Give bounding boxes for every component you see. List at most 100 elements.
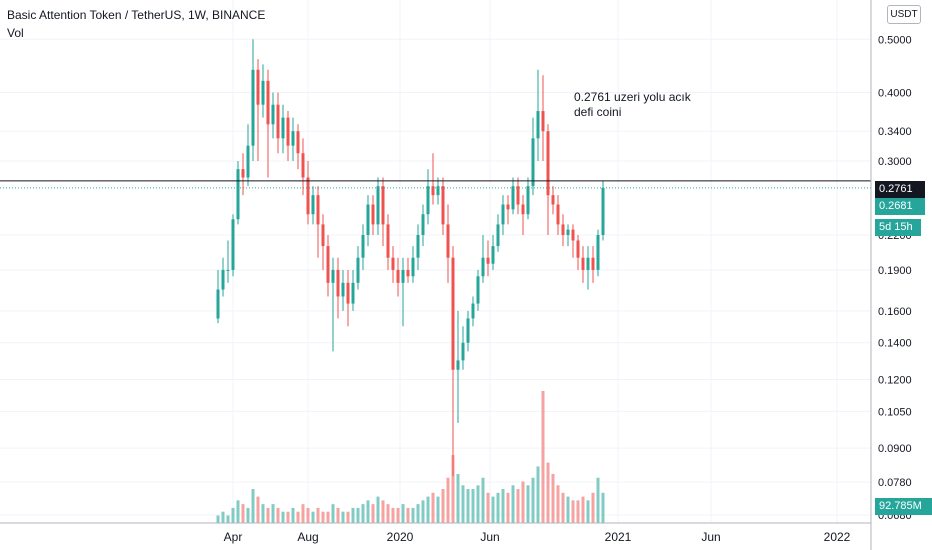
candle-body bbox=[556, 204, 560, 225]
volume-bar bbox=[431, 492, 435, 523]
volume-bar bbox=[556, 485, 560, 523]
candle-body bbox=[581, 257, 585, 270]
volume-bar bbox=[526, 485, 530, 523]
volume-bar bbox=[486, 492, 490, 523]
chart-title: Basic Attention Token / TetherUS, 1W, BI… bbox=[7, 8, 266, 22]
price-tick-label: 0.1050 bbox=[878, 406, 912, 418]
candle-body bbox=[261, 80, 265, 105]
candle-body bbox=[366, 204, 370, 235]
volume-bar bbox=[216, 515, 220, 523]
candle-body bbox=[266, 80, 270, 125]
annotation-line-2: defi coini bbox=[574, 105, 622, 119]
volume-bar bbox=[291, 507, 295, 523]
volume-bar bbox=[326, 511, 330, 523]
volume-bar bbox=[446, 477, 450, 523]
time-tick-label: 2020 bbox=[387, 530, 414, 544]
volume-bar bbox=[376, 496, 380, 523]
price-axis[interactable]: 0.60000.50000.40000.34000.30000.22000.19… bbox=[878, 0, 912, 522]
annotation-line-1: 0.2761 uzeri yolu acık bbox=[574, 90, 691, 104]
volume-bar bbox=[531, 477, 535, 523]
volume-bar bbox=[396, 507, 400, 523]
candle-body bbox=[571, 229, 575, 241]
volume-bar bbox=[601, 492, 605, 523]
candle-body bbox=[601, 187, 605, 235]
volume-bar bbox=[371, 504, 375, 523]
price-tick-label: 0.5000 bbox=[878, 34, 912, 46]
candle-body bbox=[436, 186, 440, 196]
time-axis[interactable]: Apr Aug 2020 Jun 2021 Jun 2022 bbox=[224, 530, 851, 544]
candle-body bbox=[446, 224, 450, 258]
volume-bar bbox=[346, 511, 350, 523]
volume-bar bbox=[501, 489, 505, 523]
time-tick-label: Jun bbox=[701, 530, 720, 544]
volume-bar bbox=[516, 489, 520, 523]
candle-body bbox=[416, 234, 420, 258]
candle-body bbox=[476, 276, 480, 304]
candle-body bbox=[321, 224, 325, 247]
volume-bar bbox=[281, 511, 285, 523]
volume-bar bbox=[536, 466, 540, 523]
volume-bar bbox=[381, 500, 385, 523]
volume-bar bbox=[271, 504, 275, 523]
candle-body bbox=[396, 269, 400, 283]
candle-body bbox=[591, 257, 595, 270]
candle-body bbox=[526, 186, 530, 215]
candle-body bbox=[236, 169, 240, 220]
volume-bar bbox=[436, 496, 440, 523]
volume-bar bbox=[261, 504, 265, 523]
candle-body bbox=[471, 303, 475, 319]
candle-body bbox=[536, 111, 540, 139]
volume-bar bbox=[276, 507, 280, 523]
candle-body bbox=[391, 257, 395, 270]
candle-body bbox=[361, 234, 365, 258]
volume-bar bbox=[386, 504, 390, 523]
volume-bar bbox=[586, 500, 590, 523]
volume-indicator-label[interactable]: Vol bbox=[7, 26, 24, 40]
volume-bar bbox=[571, 500, 575, 523]
candle-body bbox=[226, 269, 230, 271]
candle-body bbox=[316, 195, 320, 225]
volume-bar bbox=[566, 496, 570, 523]
currency-button[interactable]: USDT bbox=[887, 5, 921, 24]
volume-bar bbox=[241, 504, 245, 523]
candle-body bbox=[486, 257, 490, 264]
candle-body bbox=[496, 224, 500, 247]
volume-bar bbox=[356, 507, 360, 523]
volume-bar bbox=[506, 492, 510, 523]
volume-bar bbox=[551, 473, 555, 523]
horizontal-line-price-label: 0.2761 bbox=[875, 181, 925, 198]
volume-bar bbox=[576, 500, 580, 523]
candle-body bbox=[546, 131, 550, 196]
bar-countdown-label: 5d 15h bbox=[875, 219, 921, 236]
volume-bar bbox=[366, 500, 370, 523]
volume-bar bbox=[256, 496, 260, 523]
candle-body bbox=[531, 138, 535, 187]
price-tick-label: 0.0780 bbox=[878, 477, 912, 489]
volume-bar bbox=[421, 500, 425, 523]
time-tick-label: Apr bbox=[224, 530, 243, 544]
candle-body bbox=[326, 246, 330, 283]
candle-body bbox=[351, 282, 355, 304]
price-tick-label: 0.4000 bbox=[878, 87, 912, 99]
candle-body bbox=[356, 257, 360, 283]
time-tick-label: Aug bbox=[297, 530, 318, 544]
candle-body bbox=[431, 186, 435, 196]
volume-bar bbox=[521, 481, 525, 523]
volume-bar bbox=[246, 507, 250, 523]
candle-body bbox=[466, 318, 470, 343]
candle-body bbox=[256, 69, 260, 105]
volume-bar bbox=[316, 507, 320, 523]
candle-body bbox=[566, 229, 570, 235]
volume-bar bbox=[476, 485, 480, 523]
volume-bar bbox=[581, 496, 585, 523]
volume-bar bbox=[226, 515, 230, 523]
chart-grid bbox=[0, 0, 871, 523]
price-lines bbox=[0, 180, 871, 189]
volume-bar bbox=[591, 492, 595, 523]
candle-body bbox=[276, 104, 280, 139]
volume-bar bbox=[336, 507, 340, 523]
candle-body bbox=[551, 195, 555, 205]
candle-body bbox=[506, 204, 510, 210]
candle-body bbox=[441, 186, 445, 225]
